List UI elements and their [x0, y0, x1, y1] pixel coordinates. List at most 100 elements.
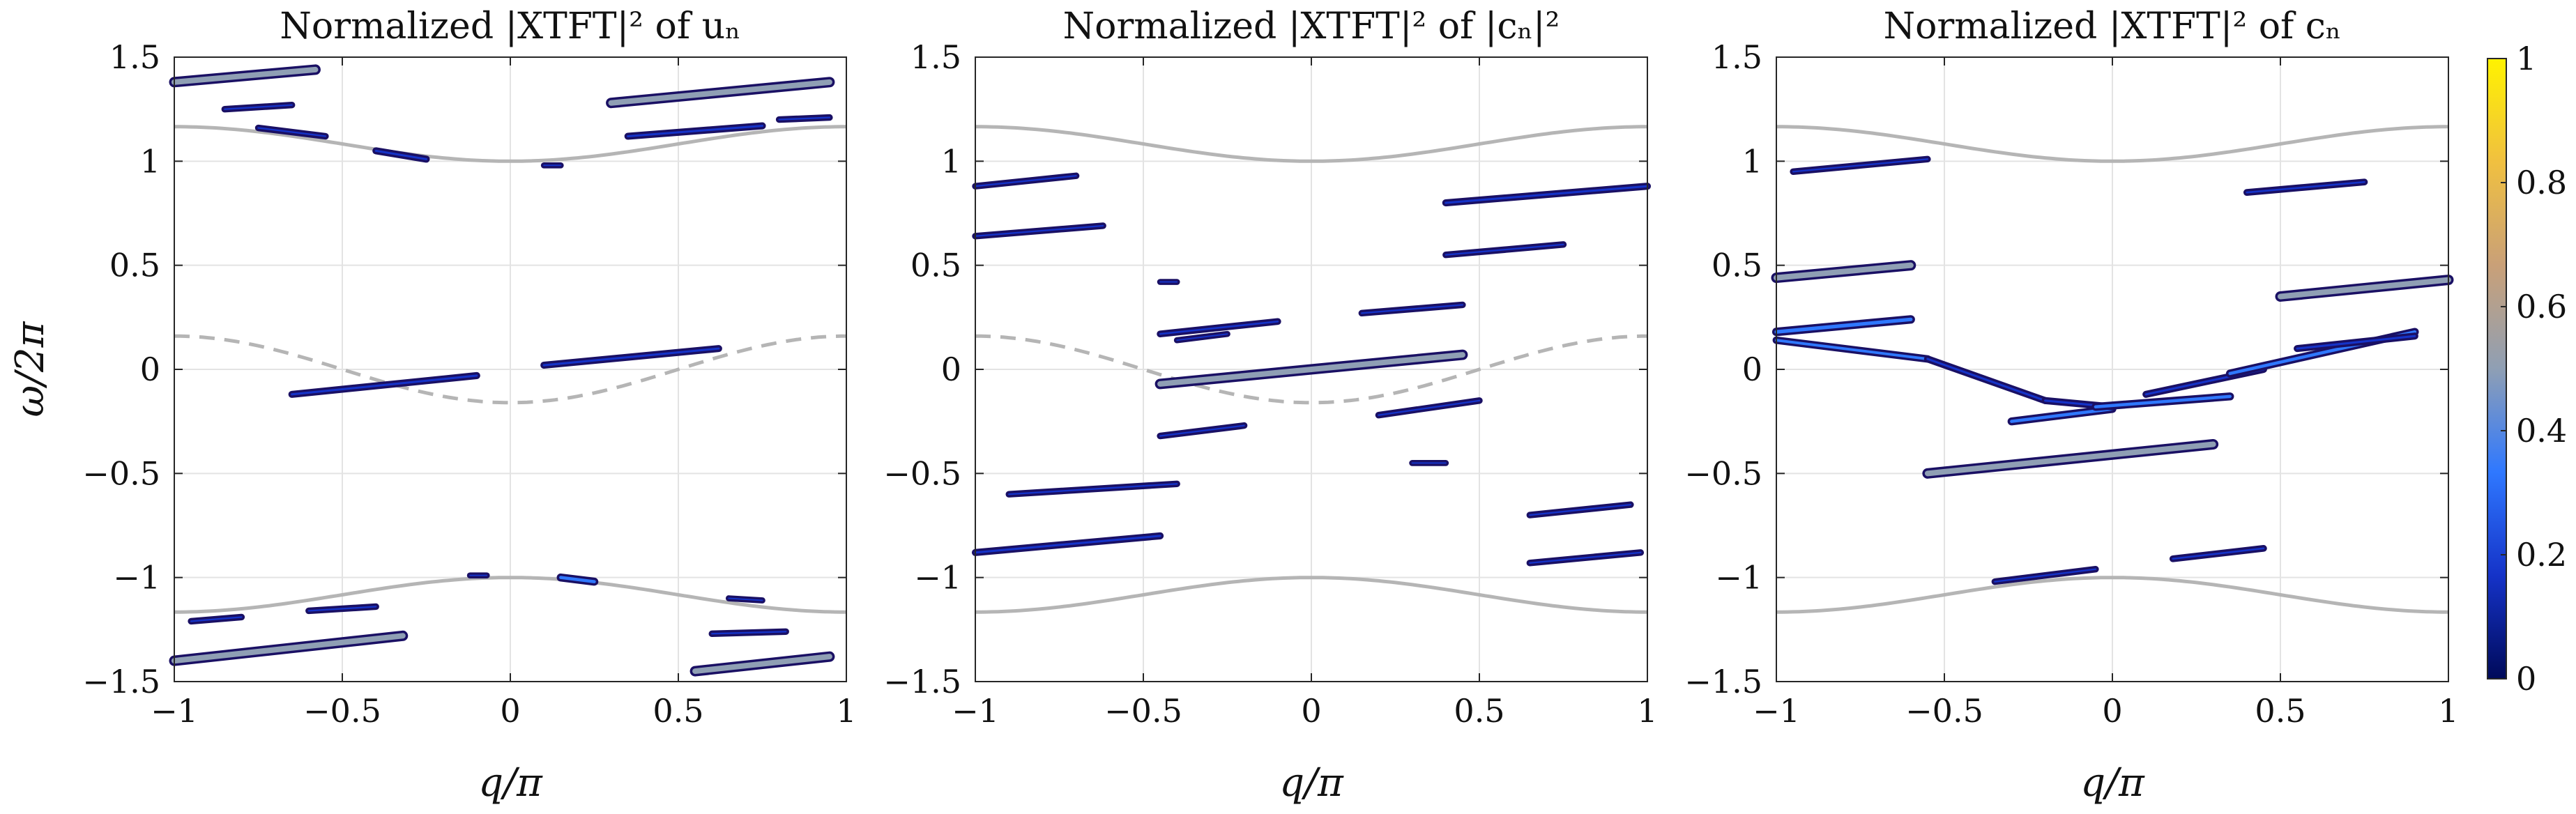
streak: [1378, 399, 1481, 416]
colorbar-tick-label: 0.8: [2516, 164, 2567, 201]
streak: [2278, 277, 2451, 300]
x-axis-label-cn: q/π: [2080, 760, 2145, 806]
y-tick-label: 1.5: [1712, 38, 1762, 76]
band-middle-dashed: [975, 334, 1648, 405]
colorbar-tick-label: 0: [2516, 660, 2536, 698]
panel-cn-grid: [1776, 56, 2449, 682]
streak: [172, 633, 406, 664]
colorbar-tick-label: 0.4: [2516, 412, 2567, 450]
streak: [1529, 503, 1632, 516]
streak: [608, 79, 832, 106]
panel-cn-squared-streaks: [971, 172, 1652, 567]
x-tick-label: 0: [500, 692, 520, 730]
y-tick-label: 1.5: [109, 38, 160, 76]
streak: [2296, 335, 2416, 350]
colorbar-ticks: 0 0.2 0.4 0.6 0.8 1: [2501, 40, 2567, 698]
streak: [1774, 262, 1914, 281]
streak: [728, 597, 763, 601]
band-lower: [975, 576, 1647, 614]
streak: [224, 104, 293, 110]
band-lower: [174, 576, 846, 614]
x-tick-label: −1: [1753, 692, 1800, 730]
streak: [1007, 483, 1178, 496]
y-tick-label: 0.5: [109, 247, 160, 284]
streak: [1159, 320, 1279, 335]
streak: [1994, 568, 2097, 583]
panel-cn-squared-xticks: −1 −0.5 0 0.5 1: [952, 57, 1658, 730]
x-axis-label-cn-squared: q/π: [1279, 760, 1344, 806]
streak: [1157, 352, 1465, 387]
x-tick-label: −1: [952, 692, 999, 730]
x-tick-label: 0.5: [653, 692, 703, 730]
x-tick-label: 0: [2102, 692, 2122, 730]
y-tick-label: 1: [140, 142, 160, 180]
x-tick-label: −0.5: [303, 692, 381, 730]
y-tick-label: −1.5: [883, 663, 961, 700]
streak: [1445, 243, 1564, 256]
y-tick-label: −1.5: [82, 663, 160, 700]
panel-u-yticks: −1.5 −1 −0.5 0 0.5 1 1.5: [82, 38, 846, 700]
y-tick-label: 1: [1742, 142, 1762, 180]
streak: [559, 576, 596, 583]
streak: [974, 175, 1077, 187]
y-tick-label: 0: [140, 351, 160, 388]
band-upper: [174, 125, 846, 163]
panel-u-bands: [174, 125, 847, 614]
x-tick-label: 1: [836, 692, 856, 730]
streak: [711, 631, 787, 635]
panel-cn: Normalized |XTFT|² of cₙ −1 −0.5 0 0.5 1 −1.…: [1684, 6, 2458, 806]
streak: [374, 149, 428, 160]
x-tick-label: 1: [1637, 692, 1657, 730]
panel-u-xticks: −1 −0.5 0 0.5 1: [151, 57, 857, 730]
streak: [627, 125, 764, 138]
band-lower: [1776, 576, 2448, 614]
panel-cn-squared-bands: [975, 125, 1648, 614]
panel-cn-squared: Normalized |XTFT|² of |cₙ|² −1 −0.5 0 0.5 1 …: [883, 6, 1657, 806]
panel-title-cn-squared: Normalized |XTFT|² of |cₙ|²: [1063, 6, 1560, 47]
panel-u-grid: [174, 56, 847, 682]
colorbar-tick-label: 0.6: [2516, 288, 2567, 325]
streak: [1924, 441, 2216, 477]
band-upper: [1776, 125, 2448, 163]
y-tick-label: 0.5: [1712, 247, 1762, 284]
streak: [974, 224, 1104, 238]
x-tick-label: 0: [1301, 692, 1321, 730]
y-tick-label: −0.5: [82, 454, 160, 492]
x-tick-label: −1: [151, 692, 198, 730]
x-tick-label: −0.5: [1104, 692, 1182, 730]
band-upper: [975, 125, 1647, 163]
streak: [1775, 339, 1929, 360]
streak: [2010, 407, 2114, 423]
streak: [692, 654, 832, 675]
y-tick-label: −0.5: [883, 454, 961, 492]
y-tick-label: 1: [941, 142, 961, 180]
panel-u: Normalized |XTFT|² of uₙ −1 −0.5 0 0.5 1 −1.…: [82, 6, 856, 806]
streak: [1926, 358, 2047, 402]
colorbar-tick-label: 1: [2516, 40, 2536, 77]
streak: [974, 535, 1161, 554]
panel-u-streaks: [169, 64, 835, 677]
y-tick-label: −1: [113, 559, 160, 597]
panel-title-u: Normalized |XTFT|² of uₙ: [280, 6, 740, 47]
panel-cn-xticks: −1 −0.5 0 0.5 1: [1753, 57, 2459, 730]
panel-cn-squared-yticks: −1.5 −1 −0.5 0 0.5 1 1.5: [883, 38, 1647, 700]
streak: [2246, 181, 2365, 194]
panel-cn-streaks: [1771, 155, 2454, 585]
y-axis-label: ω/2π: [8, 321, 53, 417]
y-tick-label: −1: [914, 559, 961, 597]
streak: [1176, 333, 1228, 341]
streak: [190, 616, 243, 622]
streak: [291, 374, 478, 396]
y-tick-label: −1: [1715, 559, 1762, 597]
y-tick-label: 0.5: [910, 247, 961, 284]
streak: [1792, 158, 1929, 173]
y-tick-label: −0.5: [1684, 454, 1762, 492]
x-tick-label: 1: [2438, 692, 2458, 730]
streak: [2094, 394, 2232, 409]
x-tick-label: −0.5: [1905, 692, 1983, 730]
colorbar-gradient: [2487, 58, 2507, 679]
streak: [1361, 304, 1464, 314]
streak: [1159, 424, 1245, 437]
streak: [307, 606, 377, 612]
